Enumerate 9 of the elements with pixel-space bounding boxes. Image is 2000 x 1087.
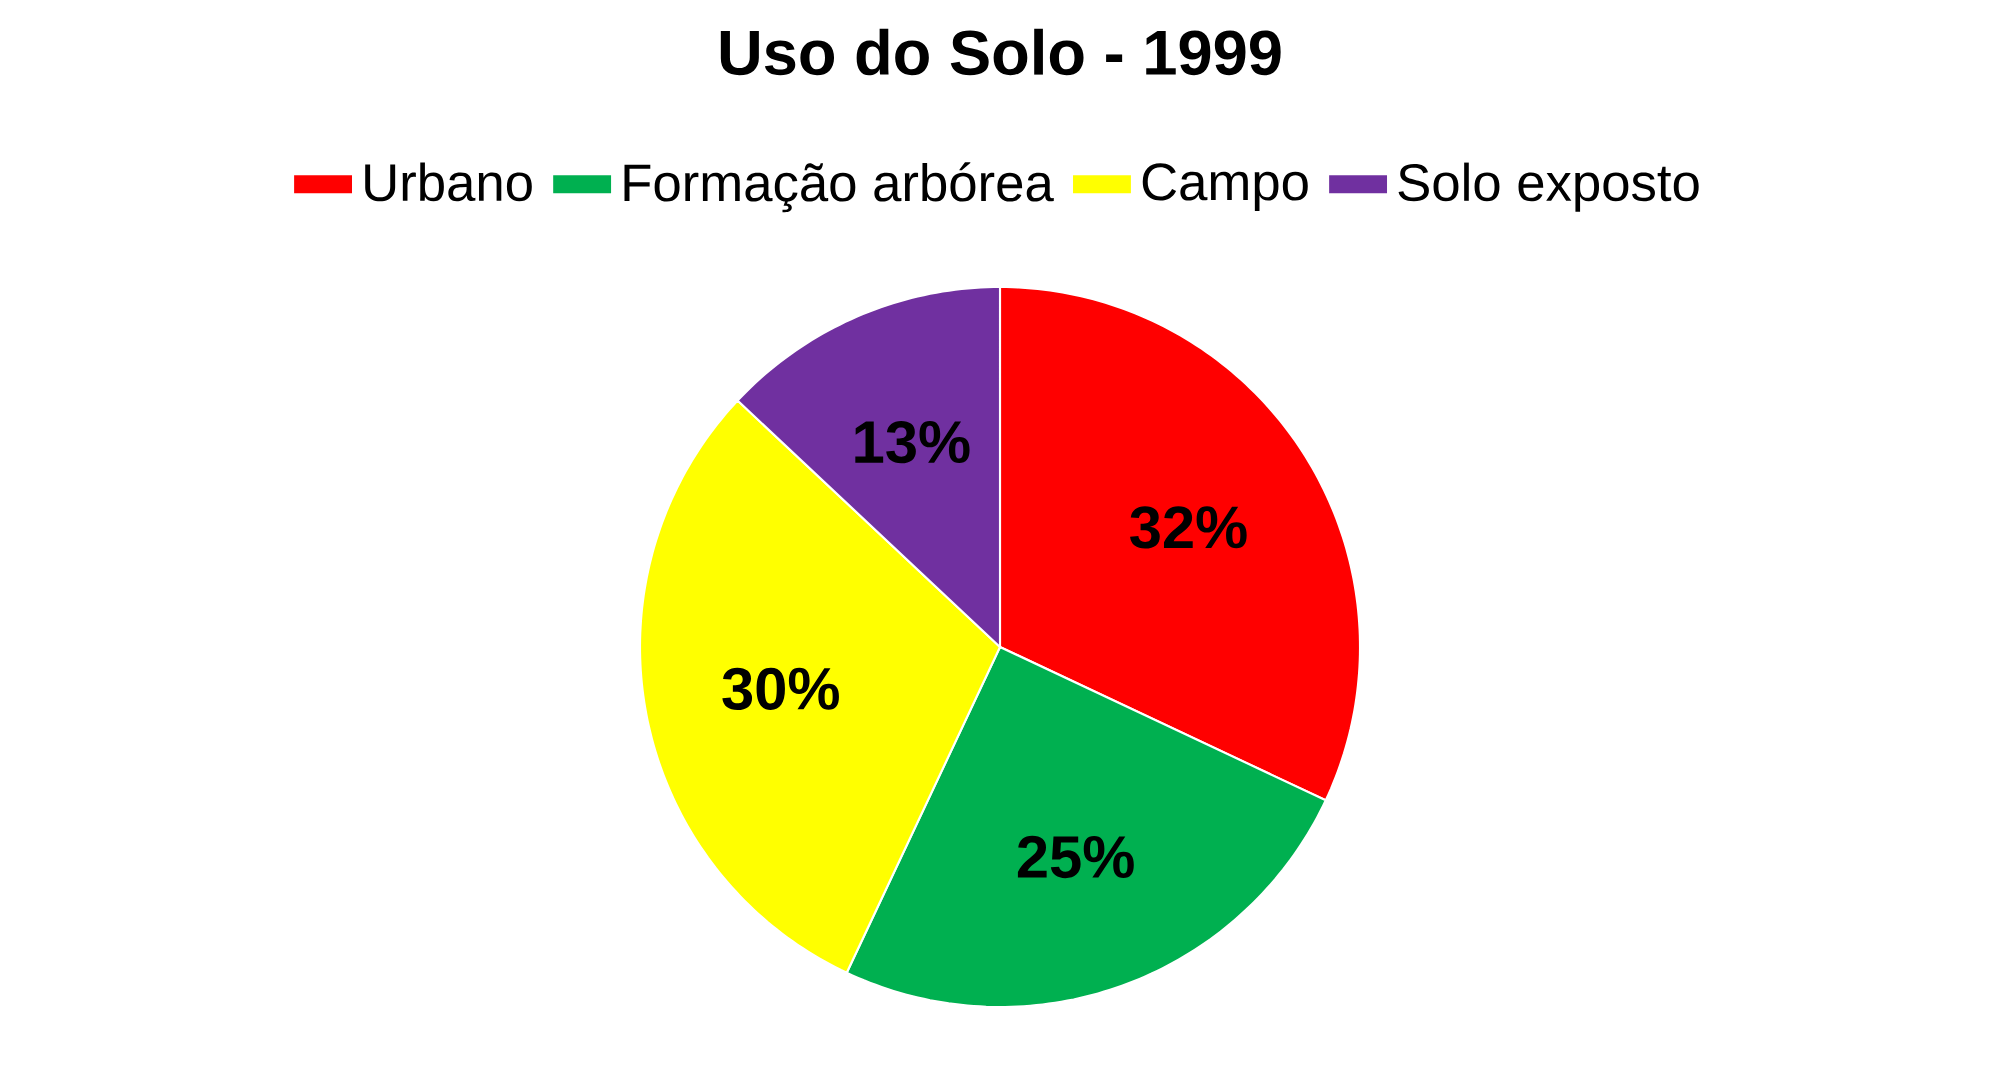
data-label: 13% [855,420,970,464]
data-label: 32% [1130,506,1247,549]
data-label: 25% [1017,835,1134,879]
chart-title: Uso do Solo - 1999 [720,28,1281,76]
legend-label: Solo exposto [1398,162,1699,212]
legend-label: Campo [1142,163,1308,211]
data-label: 30% [722,667,839,711]
legend-label: Formação arbórea [624,162,1054,213]
legend-label: Urbano [365,162,532,202]
